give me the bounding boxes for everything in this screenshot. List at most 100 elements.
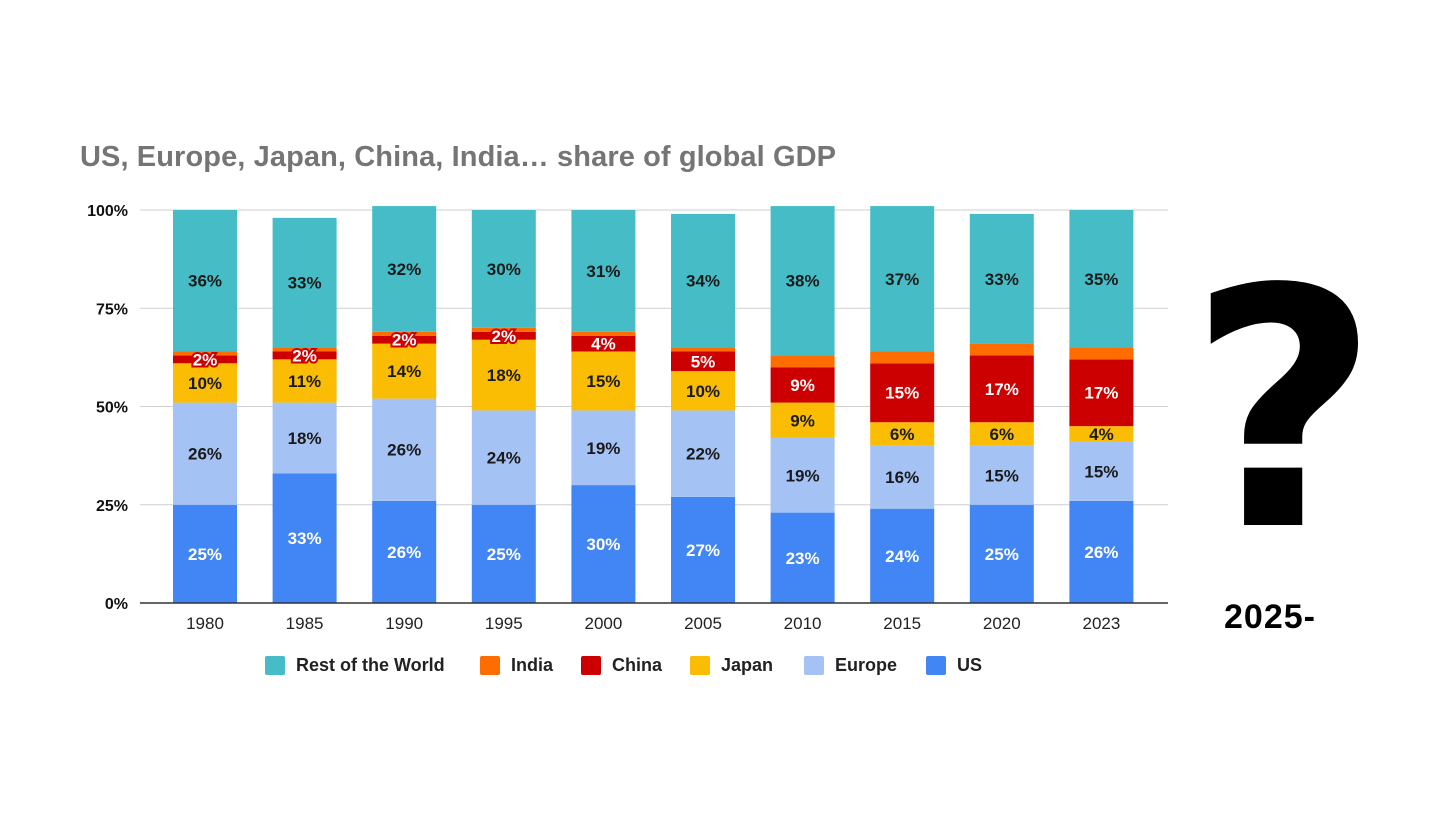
- legend-swatch: [926, 656, 946, 675]
- bar-segment-rest-of-the-world: [969, 213, 1034, 344]
- data-label: 2%: [193, 350, 218, 369]
- data-label: 15%: [885, 384, 919, 403]
- bar-segment-us: [969, 504, 1034, 603]
- y-tick-label: 50%: [96, 400, 128, 417]
- data-label: 37%: [885, 270, 919, 289]
- bar-segment-us: [571, 485, 636, 603]
- bar-segment-china: [372, 335, 437, 344]
- data-label: 4%: [591, 335, 616, 354]
- bar-segment-india: [969, 343, 1034, 356]
- bar-segment-japan: [870, 422, 935, 446]
- bar-segment-us: [671, 496, 735, 603]
- axes: 0% 25% 50% 75% 100% 1980 1985 1990 1995 2000 2005 2…: [87, 203, 1168, 633]
- data-label: 2%: [292, 346, 317, 365]
- data-label: 5%: [691, 352, 716, 371]
- bar-segment-china: [671, 351, 735, 372]
- bar-segment-rest-of-the-world: [272, 217, 337, 348]
- bar-segment-japan: [173, 363, 237, 403]
- bar-segment-india: [1069, 347, 1134, 360]
- bar-segment-us: [173, 504, 237, 603]
- bar-segment-india: [471, 327, 536, 332]
- bar-segment-india: [770, 355, 835, 368]
- bar-segment-rest-of-the-world: [870, 206, 935, 352]
- bar-segment-us: [770, 512, 835, 603]
- data-label: 30%: [487, 260, 521, 279]
- data-label: 26%: [387, 543, 421, 562]
- data-label: 15%: [586, 372, 620, 391]
- x-tick-label: 2015: [883, 614, 921, 633]
- data-label: 33%: [985, 270, 1019, 289]
- bar-segment-rest-of-the-world: [770, 206, 835, 356]
- x-tick-label: 1985: [286, 614, 324, 633]
- data-label: 17%: [985, 380, 1019, 399]
- data-label: 32%: [387, 260, 421, 279]
- bar-segment-india: [173, 351, 237, 356]
- bar-segment-india: [272, 347, 337, 352]
- legend-swatch: [804, 656, 824, 675]
- data-label: 18%: [288, 429, 322, 448]
- legend-label: US: [957, 655, 982, 675]
- data-label: 30%: [586, 535, 620, 554]
- data-label: 2%: [492, 327, 517, 346]
- bar-segment-india: [372, 331, 437, 336]
- bar-segment-india: [571, 331, 636, 336]
- bar-segment-china: [770, 367, 835, 403]
- legend-label: India: [511, 655, 554, 675]
- bar-segment-japan: [372, 343, 437, 399]
- data-label: 15%: [1084, 462, 1118, 481]
- bar-segment-europe: [372, 398, 437, 501]
- data-label: 9%: [790, 376, 815, 395]
- data-label: 19%: [586, 439, 620, 458]
- bar-segment-us: [870, 508, 935, 603]
- y-tick-label: 25%: [96, 498, 128, 515]
- x-tick-label: 2000: [584, 614, 622, 633]
- bar-segment-europe: [173, 402, 237, 505]
- data-label: 24%: [885, 547, 919, 566]
- legend-label: Rest of the World: [296, 655, 445, 675]
- bar-segment-china: [272, 351, 337, 360]
- data-label: 10%: [686, 382, 720, 401]
- legend-label: Europe: [835, 655, 897, 675]
- bar-segment-europe: [571, 410, 636, 486]
- legend-swatch: [265, 656, 285, 675]
- legend-swatch: [581, 656, 601, 675]
- x-tick-label: 2023: [1082, 614, 1120, 633]
- bar-segment-rest-of-the-world: [173, 210, 237, 352]
- legend-swatch: [690, 656, 710, 675]
- bar-segment-china: [1069, 359, 1134, 427]
- data-labels: 25% 26% 10% 2% 36% 33% 18% 11% 2% 33% 26% 26% 14% 2% 3…: [188, 260, 1118, 568]
- data-label: 26%: [1084, 543, 1118, 562]
- y-tick-label: 100%: [87, 203, 128, 220]
- data-label: 6%: [990, 425, 1015, 444]
- chart-title: US, Europe, Japan, China, India… share o…: [80, 141, 837, 173]
- bar-segment-china: [571, 335, 636, 352]
- data-label: 2%: [392, 331, 417, 350]
- data-label: 10%: [188, 374, 222, 393]
- data-label: 11%: [288, 372, 321, 391]
- x-tick-label: 1980: [186, 614, 224, 633]
- data-label: 36%: [188, 272, 222, 291]
- bar-segment-japan: [571, 351, 636, 411]
- bar-segment-europe: [272, 402, 337, 474]
- data-label: 27%: [686, 541, 720, 560]
- bar-segment-china: [870, 363, 935, 423]
- x-tick-label: 2020: [983, 614, 1021, 633]
- data-label: 22%: [686, 445, 720, 464]
- data-label: 26%: [387, 441, 421, 460]
- data-label: 24%: [487, 449, 521, 468]
- legend-label: China: [612, 655, 663, 675]
- bar-segment-china: [173, 355, 237, 364]
- bar-segment-europe: [1069, 441, 1134, 501]
- bars: [173, 206, 1134, 603]
- bar-segment-japan: [1069, 426, 1134, 442]
- bar-segment-india: [671, 347, 735, 352]
- data-label: 14%: [387, 362, 421, 381]
- x-tick-label: 1995: [485, 614, 523, 633]
- bar-segment-europe: [671, 410, 735, 497]
- bar-segment-rest-of-the-world: [1069, 210, 1134, 348]
- bar-segment-india: [870, 351, 935, 364]
- data-label: 38%: [786, 272, 820, 291]
- bar-segment-japan: [770, 402, 835, 438]
- data-label: 19%: [786, 466, 820, 485]
